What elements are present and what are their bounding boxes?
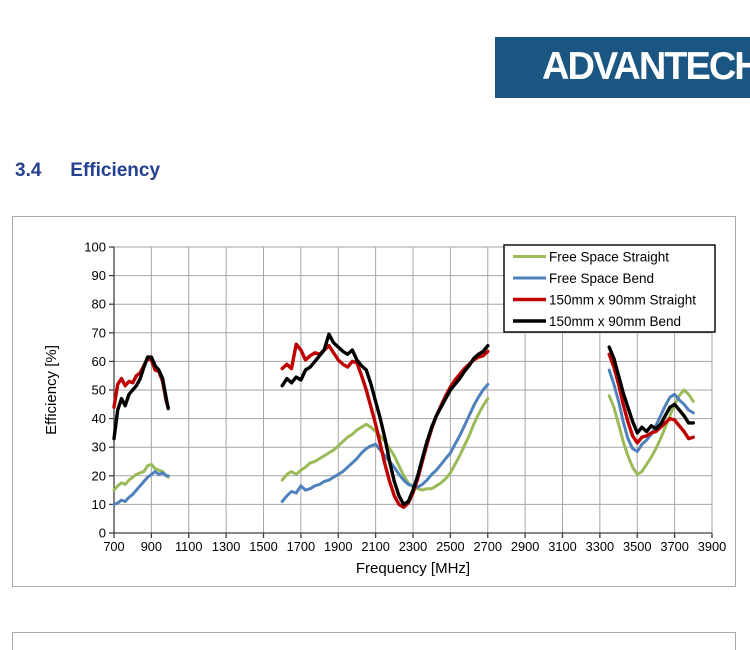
x-tick-label: 2900 — [511, 539, 539, 554]
series-150mm-x-90mm-straight — [607, 352, 695, 445]
x-axis-title: Frequency [MHz] — [356, 560, 470, 577]
y-tick-label: 100 — [84, 240, 106, 255]
y-tick-label: 60 — [92, 354, 106, 369]
x-tick-label: 3300 — [586, 539, 614, 554]
x-tick-label: 1900 — [324, 539, 352, 554]
series-150mm-x-90mm-bend — [280, 332, 490, 507]
x-tick-label: 1700 — [287, 539, 315, 554]
y-axis-title: Efficiency [%] — [43, 345, 60, 435]
y-tick-label: 0 — [99, 526, 106, 541]
series-free-space-bend — [280, 382, 490, 503]
legend-label-2: Free Space Bend — [549, 271, 654, 286]
x-tick-label: 3900 — [698, 539, 726, 554]
y-tick-label: 10 — [92, 497, 106, 512]
advantech-logo-text: ADVANTECH — [542, 45, 750, 89]
series-free-space-straight — [112, 462, 170, 492]
x-tick-label: 3700 — [660, 539, 688, 554]
legend-label-4: 150mm x 90mm Bend — [549, 314, 681, 329]
advantech-logo: ADVANTECH — [495, 37, 750, 98]
next-figure-frame — [12, 632, 736, 650]
series-150mm-x-90mm-bend — [112, 355, 170, 441]
x-tick-label: 1100 — [175, 539, 203, 554]
y-tick-label: 30 — [92, 440, 106, 455]
chart-legend — [503, 244, 716, 333]
section-title: Efficiency — [70, 160, 161, 181]
legend-label-1: Free Space Straight — [549, 249, 669, 264]
x-tick-label: 700 — [103, 539, 124, 554]
x-tick-label: 1500 — [249, 539, 277, 554]
x-tick-label: 900 — [141, 539, 162, 554]
efficiency-chart: 700 900 1100 1300 1500 1700 1900 2100 2300 2500 27… — [43, 240, 726, 578]
x-tick-label: 3100 — [548, 539, 576, 554]
x-tick-label: 1300 — [212, 539, 240, 554]
x-tick-label: 2500 — [436, 539, 464, 554]
x-tick-label: 2100 — [361, 539, 389, 554]
series-150mm-x-90mm-bend — [607, 345, 695, 435]
series-150mm-x-90mm-straight — [280, 342, 490, 509]
x-tick-label: 3500 — [623, 539, 651, 554]
y-tick-label: 50 — [92, 383, 106, 398]
legend-label-3: 150mm x 90mm Straight — [549, 292, 696, 307]
y-tick-label: 80 — [92, 297, 106, 312]
series-free-space-bend — [112, 470, 170, 506]
y-tick-label: 70 — [92, 325, 106, 340]
section-number: 3.4 — [15, 160, 42, 181]
y-tick-label: 40 — [92, 411, 106, 426]
efficiency-chart-frame: 700 900 1100 1300 1500 1700 1900 2100 2300 2500 27… — [12, 216, 736, 587]
x-tick-label: 2300 — [399, 539, 427, 554]
section-heading: 3.4 Efficiency — [15, 160, 160, 182]
series-free-space-straight — [607, 388, 695, 476]
y-tick-label: 90 — [92, 268, 106, 283]
y-tick-label: 20 — [92, 468, 106, 483]
x-tick-label: 2700 — [474, 539, 502, 554]
